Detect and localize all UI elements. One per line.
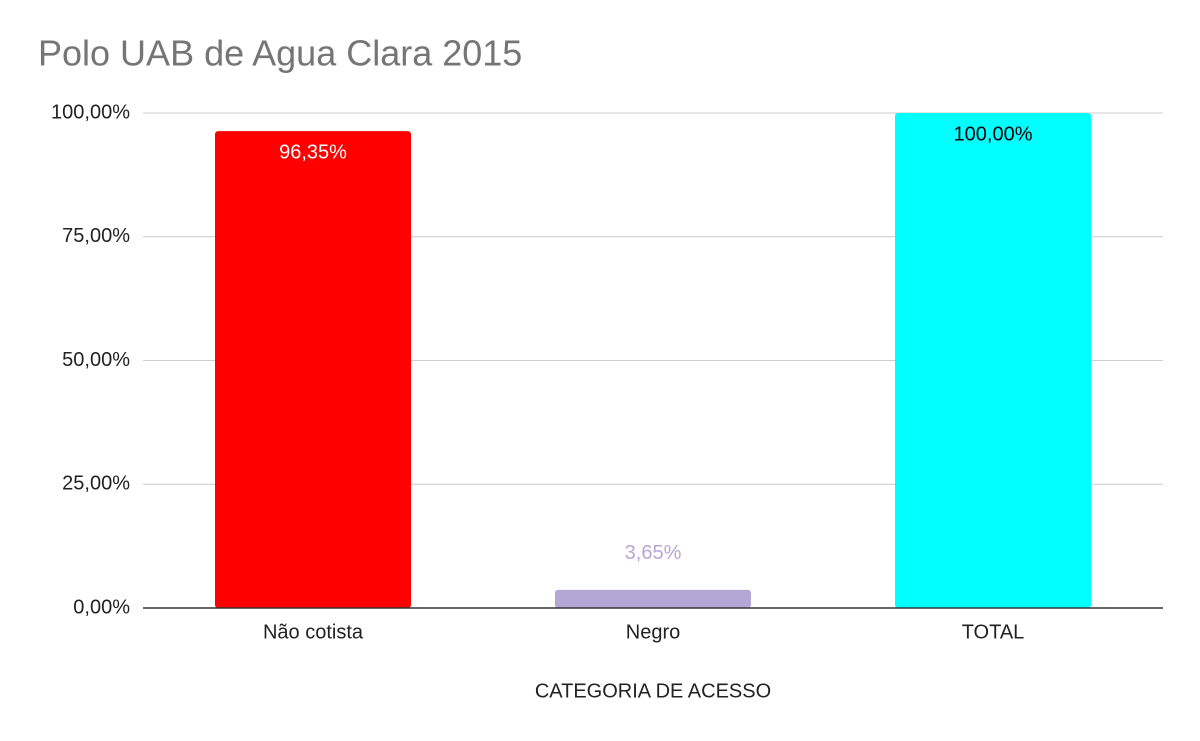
bar: [555, 589, 751, 608]
y-tick-label: 100,00%: [51, 101, 130, 123]
bar: [215, 131, 411, 608]
y-tick-label: 25,00%: [62, 473, 130, 495]
x-tick-label: TOTAL: [962, 621, 1025, 643]
x-axis-title: CATEGORIA DE ACESSO: [535, 680, 771, 702]
y-tick-label: 50,00%: [62, 349, 130, 371]
x-tick-label: Negro: [626, 621, 680, 643]
data-label: 3,65%: [625, 542, 682, 564]
chart-title: Polo UAB de Agua Clara 2015: [38, 33, 522, 74]
bar: [895, 113, 1091, 608]
x-tick-label: Não cotista: [263, 621, 364, 643]
data-label: 100,00%: [954, 123, 1033, 145]
y-tick-label: 75,00%: [62, 225, 130, 247]
data-label: 96,35%: [279, 141, 347, 163]
y-tick-label: 0,00%: [73, 596, 130, 618]
